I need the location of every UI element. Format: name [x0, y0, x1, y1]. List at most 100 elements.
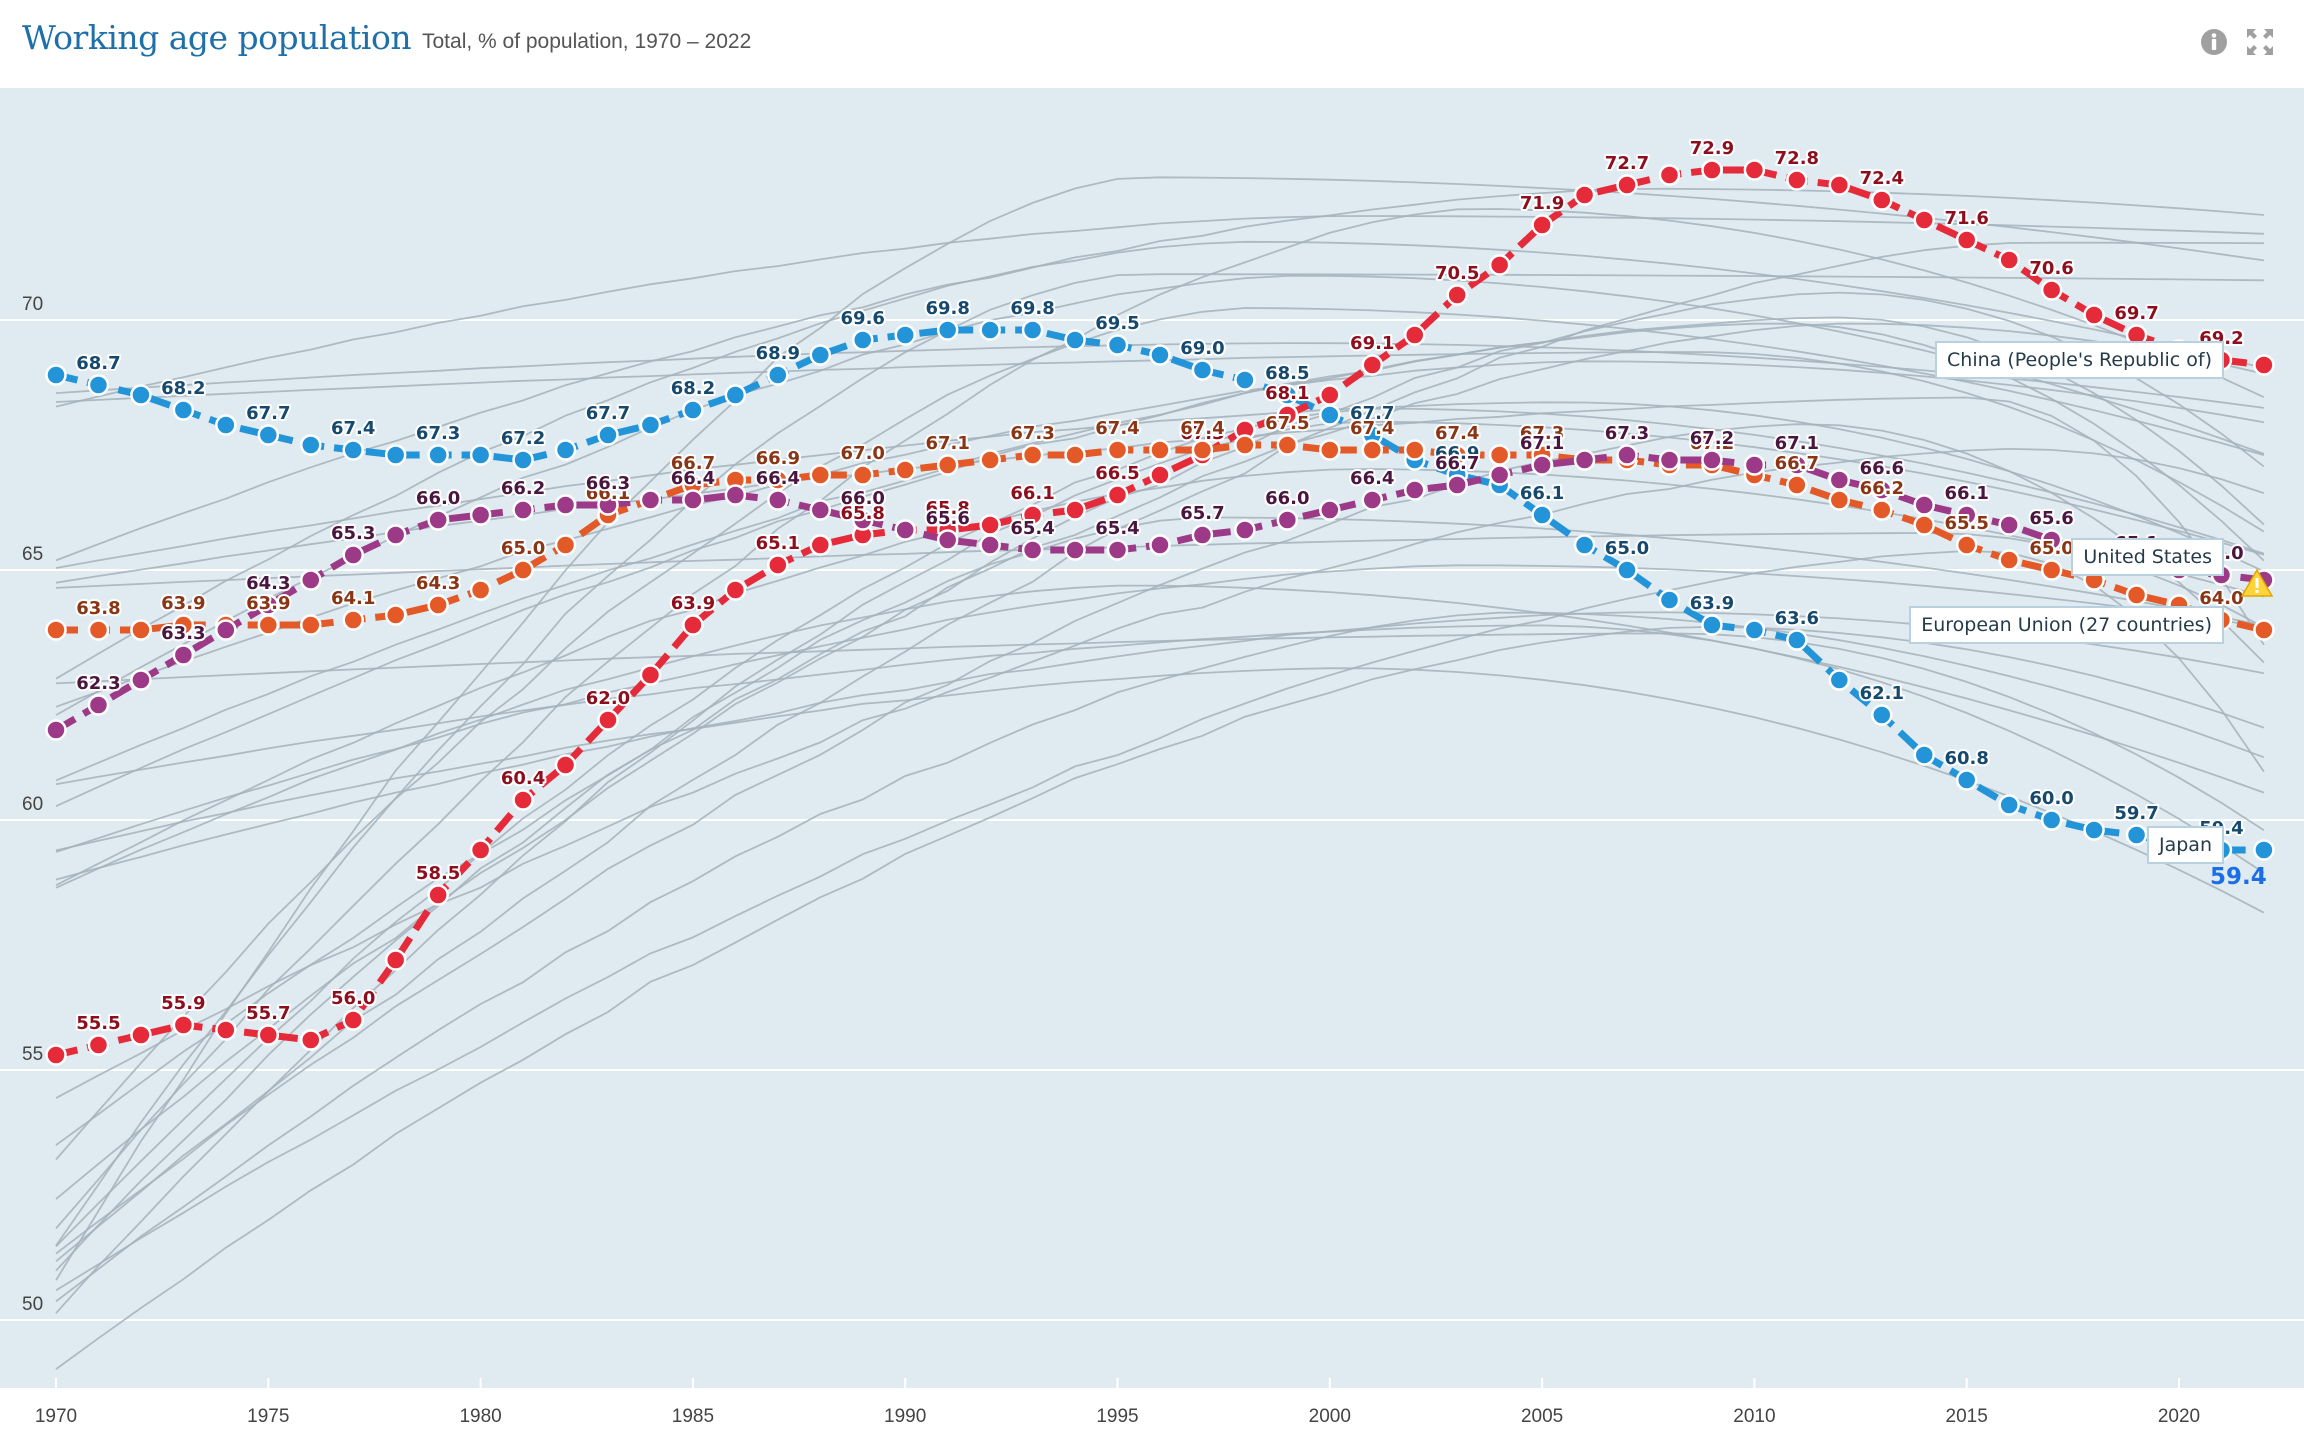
data-point-united-states[interactable]: [597, 494, 619, 516]
data-point-japan[interactable]: [1531, 504, 1553, 526]
data-point-japan[interactable]: [1658, 589, 1681, 611]
data-point-japan[interactable]: [1955, 769, 1978, 791]
data-point-united-states[interactable]: [130, 669, 152, 691]
data-point-european-union-27-countries[interactable]: [554, 534, 577, 556]
background-country-line[interactable]: [55, 468, 2265, 887]
data-point-japan[interactable]: [1913, 744, 1935, 766]
data-point-united-states[interactable]: [1786, 454, 1808, 476]
data-point-european-union-27-countries[interactable]: [809, 464, 832, 486]
data-point-japan[interactable]: [130, 384, 152, 406]
data-point-european-union-27-countries[interactable]: [936, 454, 959, 476]
data-point-european-union-27-countries[interactable]: [1106, 439, 1129, 461]
background-country-line[interactable]: [55, 632, 2265, 831]
data-point-japan[interactable]: [724, 384, 747, 406]
data-point-united-states[interactable]: [851, 509, 874, 531]
data-point-united-states[interactable]: [512, 499, 534, 521]
data-point-united-states[interactable]: [1871, 479, 1893, 501]
data-point-united-states[interactable]: [427, 509, 449, 531]
data-point-japan[interactable]: [2253, 839, 2275, 861]
data-point-european-union-27-countries[interactable]: [851, 464, 874, 486]
data-point-european-union-27-countries[interactable]: [894, 459, 916, 481]
background-country-line[interactable]: [55, 176, 2265, 1281]
data-point-china-people-s-republic-of[interactable]: [384, 949, 407, 971]
data-point-china-people-s-republic-of[interactable]: [1488, 254, 1511, 276]
data-point-european-union-27-countries[interactable]: [1149, 439, 1171, 461]
data-point-japan[interactable]: [1743, 619, 1766, 641]
background-country-line[interactable]: [55, 322, 2265, 808]
data-point-japan[interactable]: [172, 399, 195, 421]
data-point-china-people-s-republic-of[interactable]: [469, 839, 492, 861]
data-point-united-states[interactable]: [215, 619, 237, 641]
data-point-china-people-s-republic-of[interactable]: [1743, 159, 1766, 181]
data-point-european-union-27-countries[interactable]: [342, 609, 364, 631]
data-point-united-states[interactable]: [1319, 499, 1341, 521]
data-point-china-people-s-republic-of[interactable]: [639, 664, 662, 686]
data-point-japan[interactable]: [682, 399, 704, 421]
data-point-united-states[interactable]: [1276, 509, 1299, 531]
data-point-united-states[interactable]: [87, 694, 110, 716]
data-point-european-union-27-countries[interactable]: [257, 614, 280, 636]
data-point-united-states[interactable]: [1828, 469, 1851, 491]
data-point-european-union-27-countries[interactable]: [130, 619, 152, 641]
data-point-china-people-s-republic-of[interactable]: [1955, 229, 1978, 251]
data-point-japan[interactable]: [87, 374, 110, 396]
data-point-china-people-s-republic-of[interactable]: [1446, 284, 1468, 306]
data-point-japan[interactable]: [2125, 824, 2148, 846]
data-point-united-states[interactable]: [554, 494, 577, 516]
background-country-line[interactable]: [55, 240, 2265, 680]
data-point-european-union-27-countries[interactable]: [45, 619, 67, 641]
data-point-united-states[interactable]: [1701, 449, 1723, 471]
data-point-china-people-s-republic-of[interactable]: [1998, 249, 2020, 271]
data-point-china-people-s-republic-of[interactable]: [2083, 304, 2105, 326]
data-point-european-union-27-countries[interactable]: [1998, 549, 2020, 571]
data-point-china-people-s-republic-of[interactable]: [1106, 484, 1129, 506]
data-point-china-people-s-republic-of[interactable]: [597, 709, 619, 731]
data-point-japan[interactable]: [894, 324, 916, 346]
data-point-united-states[interactable]: [2040, 529, 2063, 551]
background-country-line[interactable]: [55, 322, 2265, 1146]
data-point-united-states[interactable]: [1403, 479, 1426, 501]
data-point-european-union-27-countries[interactable]: [512, 559, 534, 581]
data-point-united-states[interactable]: [172, 644, 195, 666]
data-point-japan[interactable]: [639, 414, 662, 436]
data-point-china-people-s-republic-of[interactable]: [2253, 354, 2275, 376]
data-point-united-states[interactable]: [1488, 464, 1511, 486]
data-point-japan[interactable]: [1319, 404, 1341, 426]
data-point-japan[interactable]: [1191, 359, 1214, 381]
data-point-united-states[interactable]: [469, 504, 492, 526]
data-point-united-states[interactable]: [1149, 534, 1171, 556]
data-point-united-states[interactable]: [894, 519, 916, 541]
data-point-united-states[interactable]: [1658, 449, 1681, 471]
data-point-european-union-27-countries[interactable]: [1403, 439, 1426, 461]
expand-icon[interactable]: [2244, 26, 2276, 58]
data-point-european-union-27-countries[interactable]: [469, 579, 492, 601]
data-point-japan[interactable]: [1064, 329, 1086, 351]
data-point-european-union-27-countries[interactable]: [172, 614, 195, 636]
data-point-european-union-27-countries[interactable]: [1913, 514, 1935, 536]
background-country-line[interactable]: [55, 611, 2265, 1303]
data-point-japan[interactable]: [2040, 809, 2063, 831]
data-point-japan[interactable]: [1871, 704, 1893, 726]
data-point-united-states[interactable]: [979, 534, 1001, 556]
data-point-china-people-s-republic-of[interactable]: [1573, 184, 1596, 206]
data-point-united-states[interactable]: [1955, 504, 1978, 526]
data-point-china-people-s-republic-of[interactable]: [1319, 384, 1341, 406]
data-point-united-states[interactable]: [682, 489, 704, 511]
data-point-united-states[interactable]: [1234, 519, 1256, 541]
data-point-china-people-s-republic-of[interactable]: [427, 884, 449, 906]
background-country-line[interactable]: [55, 273, 2264, 1247]
data-point-european-union-27-countries[interactable]: [1064, 444, 1086, 466]
data-point-european-union-27-countries[interactable]: [2253, 619, 2275, 641]
data-point-japan[interactable]: [1573, 534, 1596, 556]
data-point-japan[interactable]: [809, 344, 832, 366]
data-point-china-people-s-republic-of[interactable]: [87, 1034, 110, 1056]
data-point-japan[interactable]: [300, 434, 322, 456]
background-country-line[interactable]: [55, 420, 2265, 1314]
background-country-line[interactable]: [55, 274, 2265, 716]
data-point-united-states[interactable]: [936, 529, 959, 551]
data-point-united-states[interactable]: [1191, 524, 1214, 546]
background-country-line[interactable]: [55, 360, 2265, 708]
data-point-european-union-27-countries[interactable]: [1021, 444, 1044, 466]
data-point-united-states[interactable]: [1446, 474, 1468, 496]
data-point-european-union-27-countries[interactable]: [300, 614, 322, 636]
